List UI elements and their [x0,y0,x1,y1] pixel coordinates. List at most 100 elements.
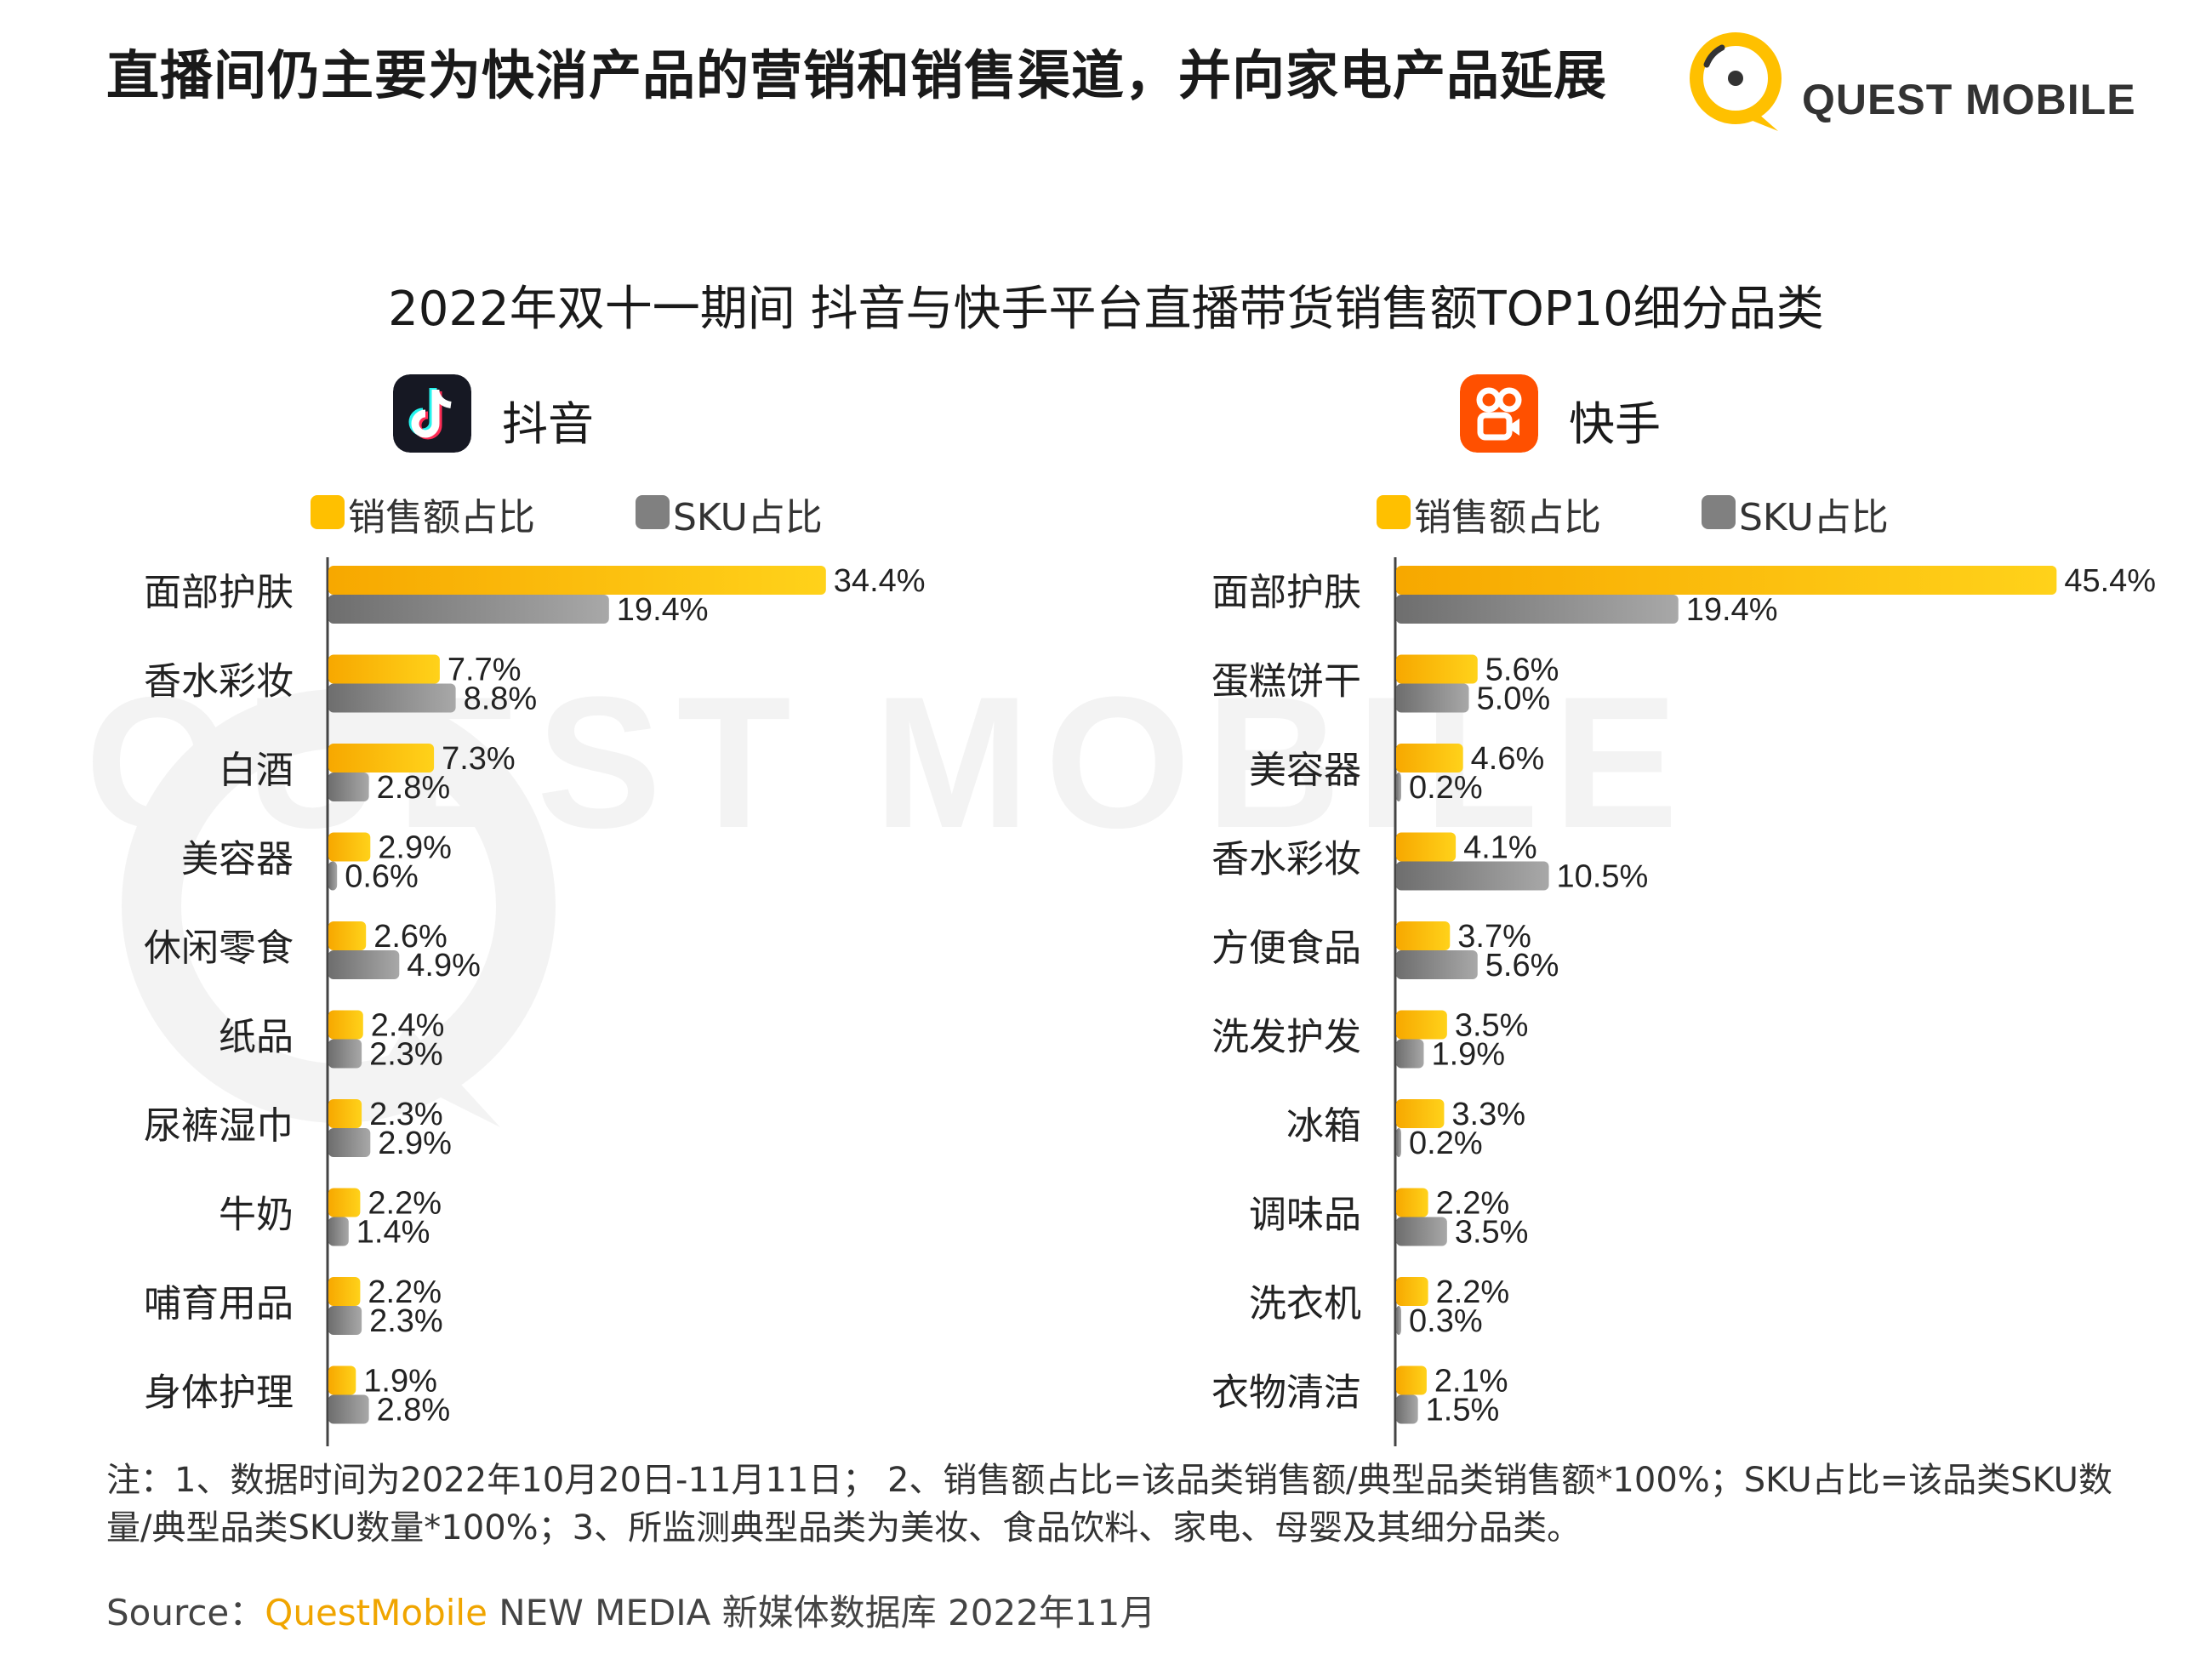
watermark-ring-icon [122,689,556,1127]
sales-share-label: 3.7% [1457,919,1531,955]
legend-sales-swatch [311,495,345,529]
page-headline: 直播间仍主要为快消产品的营销和销售渠道，并向家电产品延展 [106,44,1608,106]
sku-share-label: 4.9% [407,948,481,983]
sales-share-label: 2.1% [1434,1364,1508,1400]
sales-share-label: 5.6% [1485,653,1559,688]
legend-sales: 销售额占比 [311,485,566,539]
sales-share-label: 3.3% [1451,1097,1525,1132]
legend-sales: 销售额占比 [1377,485,1632,539]
category-label: 香水彩妆 [1211,838,1361,881]
sku-share-label: 10.5% [1557,859,1649,895]
category-label: 冰箱 [1286,1104,1361,1148]
kuaishou-name: 快手 [1569,397,1661,451]
sku-share-label: 0.6% [345,859,419,895]
legend-sku: SKU占比 [636,485,857,539]
sales-share-bar [1396,566,2057,595]
sku-share-label: 8.8% [464,681,538,717]
kuaishou-legend: 销售额占比 SKU占比 [1377,485,1923,539]
sales-share-bar [328,744,435,772]
sales-share-label: 2.4% [371,1008,445,1044]
category-label: 香水彩妆 [144,660,294,704]
sales-share-bar [1396,654,1478,684]
sku-share-bar [1396,1039,1424,1069]
category-label: 洗发护发 [1211,1016,1361,1059]
category-label: 休闲零食 [144,926,294,970]
sku-share-bar [328,683,456,713]
sku-share-label: 0.3% [1409,1303,1483,1339]
source-line: Source：QuestMobile NEW MEDIA 新媒体数据库 2022… [106,1584,1155,1636]
legend-sku-label: SKU占比 [673,496,823,539]
sales-share-bar [1396,1099,1445,1128]
sales-share-bar [328,1188,361,1217]
source-brand: QuestMobile [265,1592,487,1633]
sales-share-label: 7.7% [448,653,522,688]
sku-share-label: 2.8% [377,770,451,806]
sku-share-bar [1396,861,1549,891]
footnote: 注：1、数据时间为2022年10月20日-11月11日； 2、销售额占比=该品类… [106,1461,2112,1548]
douyin-header: 抖音 [393,374,733,456]
sales-share-bar [1396,1277,1428,1306]
sales-share-bar [1396,1010,1447,1040]
category-label: 美容器 [1249,749,1361,792]
legend-sku: SKU占比 [1702,485,1923,539]
sku-share-bar [1396,683,1469,713]
sales-share-bar [1396,921,1451,950]
douyin-name: 抖音 [502,397,594,451]
sku-share-label: 0.2% [1409,770,1483,806]
legend-sku-swatch [1702,495,1736,529]
source-prefix: Source： [106,1592,265,1633]
category-label: 白酒 [219,749,294,792]
sales-share-label: 2.2% [1436,1274,1510,1310]
legend-sales-label: 销售额占比 [1414,496,1601,539]
category-label: 哺育用品 [144,1282,294,1325]
chart-title: 2022年双十一期间 抖音与快手平台直播带货销售额TOP10细分品类 [388,282,1824,337]
sales-share-label: 2.2% [1436,1186,1510,1222]
sales-share-bar [1396,744,1463,772]
sku-share-bar [1396,595,1679,624]
douyin-legend: 销售额占比 SKU占比 [311,485,857,539]
category-label: 方便食品 [1211,926,1361,970]
kuaishou-bar-chart: 面部护肤 45.4%19.4%蛋糕饼干 5.6%5.0%美容器 4.6%0.2%香水彩… [1211,557,2156,1446]
sales-share-bar [328,1277,361,1306]
sku-share-bar [1396,1217,1447,1246]
douyin-icon [393,374,471,453]
sales-share-bar [1396,832,1457,862]
sku-share-label: 5.0% [1477,681,1551,717]
sku-share-label: 19.4% [617,592,709,628]
sku-share-label: 0.2% [1409,1126,1483,1161]
sku-share-bar [1396,1306,1401,1335]
sales-share-label: 2.2% [368,1186,442,1222]
category-label: 面部护肤 [144,571,294,614]
sales-share-label: 1.9% [363,1364,437,1400]
sales-share-label: 34.4% [834,563,926,599]
sales-share-bar [328,1010,363,1040]
category-label: 牛奶 [219,1194,294,1237]
sales-share-label: 45.4% [2064,563,2156,599]
category-label: 衣物清洁 [1211,1371,1361,1415]
sales-share-bar [328,921,367,950]
douyin-bar-chart: 面部护肤 34.4%19.4%香水彩妆 7.7%8.8%白酒 7.3%2.8%美容器 2… [144,557,926,1446]
sales-share-label: 2.6% [373,919,448,955]
sku-share-label: 5.6% [1485,948,1559,983]
sales-share-label: 3.5% [1455,1008,1529,1044]
sales-share-bar [328,832,371,862]
sales-share-bar [1396,1365,1427,1395]
questmobile-logo: QUEST MOBILE [1683,26,2142,136]
sku-share-bar [328,1394,369,1424]
sku-share-bar [328,595,609,624]
sales-share-label: 4.1% [1463,830,1537,866]
category-label: 调味品 [1249,1194,1361,1237]
sku-share-bar [328,772,369,801]
sku-share-bar [328,1306,362,1335]
sku-share-bar [328,1039,362,1069]
sku-share-label: 2.3% [369,1303,443,1339]
sku-share-label: 2.9% [378,1126,452,1161]
sales-share-bar [328,1099,362,1128]
sales-share-label: 4.6% [1471,741,1545,777]
kuaishou-header: 快手 [1460,374,1800,456]
sku-share-label: 2.8% [377,1393,451,1428]
sku-share-bar [328,861,338,891]
category-label: 蛋糕饼干 [1211,660,1361,704]
sku-share-bar [328,1128,371,1157]
sales-share-bar [328,1365,356,1395]
